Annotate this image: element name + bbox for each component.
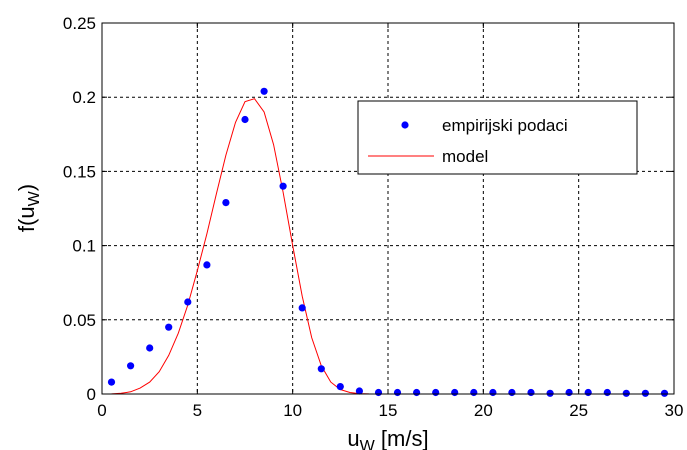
empirical-data-point — [451, 388, 459, 397]
empirical-data-point — [374, 388, 383, 397]
empirical-data-series — [107, 87, 669, 397]
empirical-data-point — [470, 388, 478, 397]
empirical-data-point — [107, 378, 116, 386]
legend-marker-empirical — [401, 121, 409, 129]
empirical-data-point — [622, 389, 630, 397]
empirical-data-point — [527, 388, 535, 397]
y-axis-label-base: f(u — [14, 206, 39, 232]
empirical-data-point — [603, 388, 611, 397]
empirical-data-point — [584, 388, 592, 397]
empirical-data-point — [317, 365, 325, 373]
empirical-data-point — [565, 388, 573, 397]
legend-label-empirical: empirijski podaci — [442, 116, 568, 135]
empirical-data-point — [279, 182, 287, 190]
y-tick-label: 0.1 — [72, 237, 96, 256]
x-axis-label-base: u — [347, 426, 359, 450]
empirical-data-point — [432, 388, 440, 397]
tick-labels: 0 5 10 15 20 25 30 0 0.05 0.1 0.15 0.2 0.25 — [63, 14, 684, 420]
empirical-data-point — [241, 115, 249, 124]
x-tick-label: 25 — [569, 401, 588, 420]
empirical-data-point — [393, 388, 402, 397]
x-axis-label: uW [m/s] — [347, 426, 428, 450]
x-axis-label-rest: [m/s] — [375, 426, 429, 450]
x-tick-label: 0 — [97, 401, 106, 420]
legend: empirijski podaci model — [357, 100, 638, 175]
x-tick-label: 30 — [665, 401, 684, 420]
y-tick-label: 0 — [87, 385, 96, 404]
x-tick-label: 5 — [193, 401, 202, 420]
empirical-data-point — [165, 323, 173, 331]
legend-box — [357, 100, 638, 175]
y-axis-label-rest: ) — [14, 184, 39, 191]
empirical-data-point — [336, 383, 344, 391]
tick-marks — [101, 22, 675, 395]
empirical-data-point — [355, 387, 363, 395]
x-tick-label: 15 — [379, 401, 398, 420]
empirical-data-point — [203, 261, 211, 269]
empirical-data-point — [546, 389, 554, 397]
empirical-data-point — [184, 298, 192, 306]
empirical-data-point — [127, 362, 135, 370]
y-tick-label: 0.15 — [63, 162, 96, 181]
empirical-data-point — [508, 388, 516, 397]
legend-label-model: model — [442, 147, 488, 166]
empirical-data-point — [298, 304, 306, 312]
empirical-data-point — [260, 87, 268, 95]
x-tick-label: 20 — [474, 401, 493, 420]
empirical-data-point — [413, 388, 421, 397]
y-tick-label: 0.05 — [63, 311, 96, 330]
y-axis-label: f(uW) — [14, 184, 43, 232]
y-tick-label: 0.25 — [63, 14, 96, 33]
empirical-data-point — [146, 344, 154, 352]
x-axis-label-sub: W — [360, 438, 376, 450]
empirical-data-point — [489, 388, 497, 397]
y-tick-label: 0.2 — [72, 88, 96, 107]
empirical-data-point — [222, 199, 230, 207]
x-tick-label: 10 — [283, 401, 302, 420]
y-axis-label-sub: W — [26, 190, 43, 206]
empirical-data-point — [660, 389, 669, 397]
empirical-data-point — [641, 389, 650, 397]
